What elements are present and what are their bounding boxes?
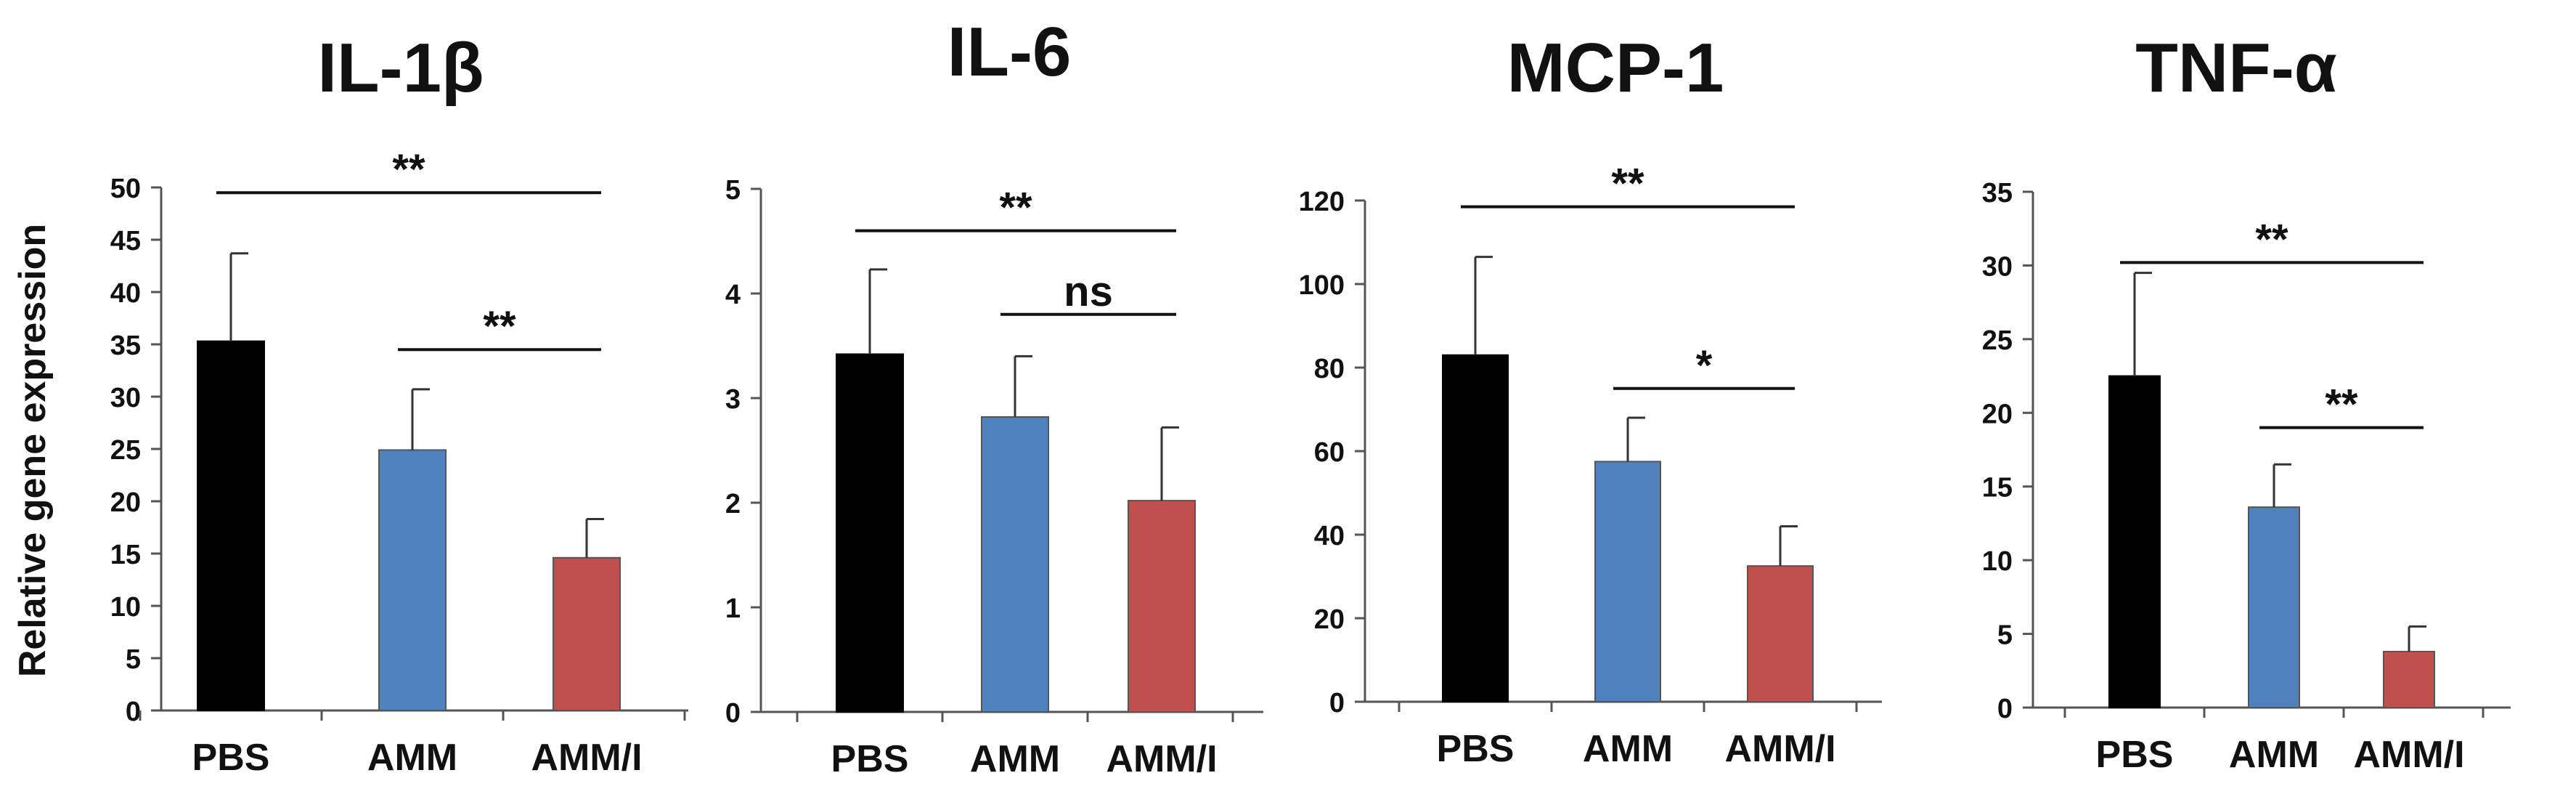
y-tick-label: 35 [110,331,141,361]
y-tick-label: 40 [1314,521,1345,551]
chart-title: IL-6 [947,13,1072,91]
bar-pbs [1443,355,1508,702]
bar-amm-i [2384,652,2434,708]
y-axis-label: Relative gene expression [12,224,54,677]
y-tick-label: 3 [725,384,741,415]
panel-il6: IL-6 0 1 2 3 4 5 PBS AMM AMM/I ** ns [725,13,1263,780]
y-tick-label: 100 [1299,270,1345,301]
bar-amm [2249,507,2299,708]
chart-title: IL-1β [317,29,484,107]
bar-amm [379,450,446,710]
panel-tnfa: TNF-α 0 5 10 15 20 25 30 35 PBS AMM AMM/I ** ** [1982,29,2511,776]
y-tick-label: 10 [110,592,141,623]
x-category-label: AMM/I [2353,734,2464,776]
x-category-label: AMM [970,738,1060,780]
x-category-label: AMM [1583,728,1673,770]
y-tick-label: 4 [725,280,741,310]
y-tick-label: 20 [1314,604,1345,635]
y-tick-label: 45 [110,226,141,256]
y-tick-label: 0 [725,698,741,729]
y-tick-label: 20 [110,487,141,518]
significance-label: ** [483,303,516,350]
y-tick-label: 2 [725,489,741,519]
y-tick-label: 20 [1982,399,2013,429]
y-tick-label: 1 [725,594,741,624]
x-category-label: AMM/I [1724,728,1835,770]
y-tick-label: 25 [110,435,141,466]
bar-amm-i [1748,566,1813,702]
bar-pbs [2109,376,2160,708]
bar-pbs [197,341,264,710]
y-tick-label: 50 [110,174,141,204]
y-tick-label: 15 [110,540,141,570]
panel-il1b: IL-1β 0 5 10 15 20 25 30 35 40 45 50 PBS AMM AMM/I ** *… [110,29,688,779]
x-category-label: AMM/I [531,737,642,779]
significance-label: ns [1064,268,1113,315]
chart-title: TNF-α [2135,29,2337,107]
y-tick-label: 80 [1314,354,1345,384]
significance-label: ** [2255,216,2288,263]
y-tick-label: 40 [110,278,141,309]
y-tick-label: 15 [1982,473,2013,503]
x-category-label: AMM/I [1106,738,1217,780]
y-tick-label: 0 [1329,688,1345,718]
bar-pbs [836,355,903,712]
x-category-label: AMM [2229,734,2319,776]
y-tick-label: 25 [1982,325,2013,356]
y-tick-label: 30 [1982,251,2013,282]
y-tick-label: 0 [126,697,141,727]
x-category-label: PBS [192,737,270,779]
x-category-label: PBS [1437,728,1515,770]
figure: Relative gene expression IL-1β 051015202… [0,0,2576,810]
bar-amm-i [1128,501,1195,712]
y-tick-label: 5 [126,644,141,675]
y-tick-label: 60 [1314,437,1345,468]
significance-label: ** [392,146,425,193]
y-tick-label: 120 [1299,187,1345,217]
y-tick-label: 35 [1982,178,2013,208]
significance-label: ** [2325,381,2358,429]
y-tick-label: 0 [1997,694,2013,724]
significance-label: ** [1611,161,1644,208]
bar-amm [1595,461,1660,702]
y-tick-label: 5 [1997,620,2013,651]
bar-amm [982,417,1048,712]
y-tick-label: 10 [1982,546,2013,577]
bar-amm-i [553,558,620,710]
x-category-label: PBS [831,738,909,780]
x-category-label: AMM [367,737,457,779]
chart-title: MCP-1 [1507,29,1724,107]
y-tick-label: 5 [725,175,741,206]
significance-label: * [1696,342,1713,389]
y-tick-label: 30 [110,383,141,413]
significance-label: ** [999,185,1032,232]
x-category-label: PBS [2096,734,2174,776]
